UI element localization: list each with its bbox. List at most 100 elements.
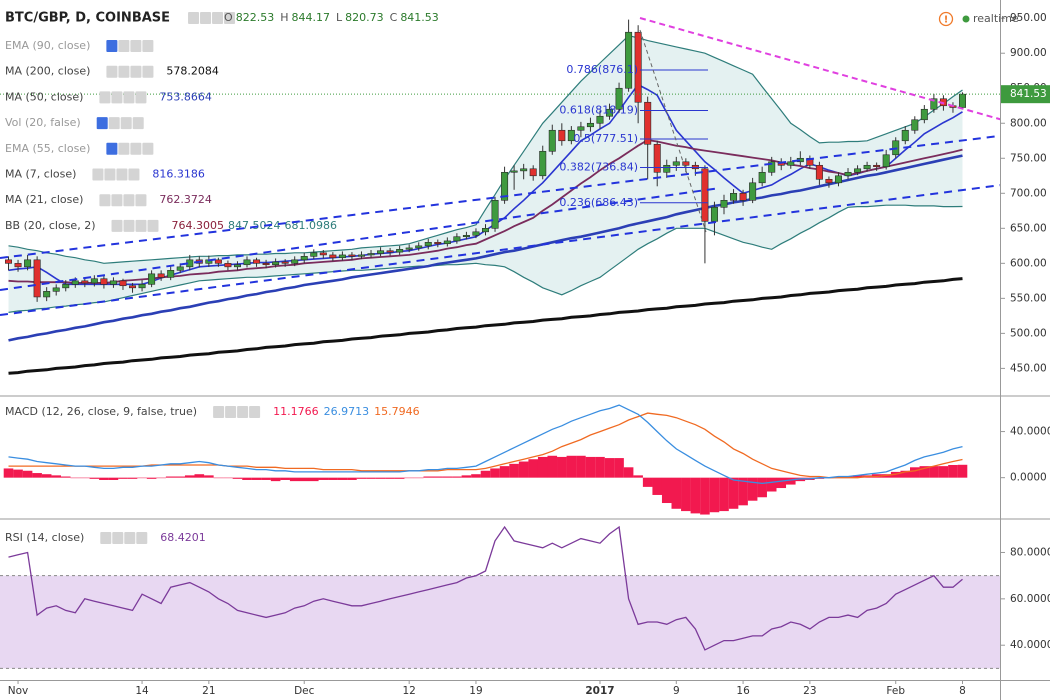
symbol: BTC/GBP, D, COINBASE [5,11,170,26]
macd-histogram-bar [261,477,271,480]
macd-pane [3,404,968,515]
macd-histogram-bar [280,477,290,480]
macd-histogram-bar [948,464,958,478]
candle-body [281,261,289,264]
legend-button[interactable] [112,532,124,544]
legend-button[interactable] [99,91,111,104]
legend-button[interactable] [142,142,154,155]
macd-histogram-bar [452,476,462,478]
candle-body [873,164,881,167]
x-tick-label: 19 [469,685,482,697]
rsi-pane [0,525,1000,669]
legend-button[interactable] [100,532,112,544]
legend-button[interactable] [96,117,108,130]
candle-body [253,259,261,264]
ohlc-label: C [390,11,398,24]
legend-button[interactable] [200,12,212,24]
macd-histogram-bar [719,477,729,512]
macd-histogram-bar [137,477,147,479]
candle-body [24,259,32,268]
macd-histogram-bar [385,477,395,479]
macd-histogram-bar [347,477,357,480]
macd-histogram-bar [41,474,52,478]
indicator-name: MA (7, close) [5,168,76,181]
candle-body [844,171,852,177]
legend-button[interactable] [249,406,261,418]
legend-button[interactable] [147,219,159,232]
macd-histogram-bar [204,475,214,478]
ohlc-value: 841.53 [400,11,439,24]
candle-body [930,98,938,110]
candle-body [672,161,680,166]
y-tick-label: 0.0000 [1010,472,1047,484]
candle-body [901,129,909,142]
legend-button[interactable] [106,65,118,78]
legend-button[interactable] [212,12,224,24]
legend-button[interactable] [225,406,237,418]
trendline [0,184,1000,316]
legend-button[interactable] [108,117,120,130]
x-tick-label: 14 [135,685,149,697]
candle-body [453,236,461,242]
legend-button[interactable] [142,65,154,78]
legend-button[interactable] [142,40,154,52]
legend-button[interactable] [136,532,148,544]
trendline [639,17,1000,121]
legend-button[interactable] [92,168,104,181]
candle-body [300,256,308,261]
trendline [0,187,721,291]
macd-histogram-bar [433,476,443,478]
legend-button[interactable] [106,40,118,52]
rsi-legend: RSI (14, close) 68.4201 [5,531,206,544]
candle-body [367,253,375,256]
legend-button[interactable] [99,194,111,207]
y-tick-label: 900.00 [1010,47,1047,59]
macd-histogram-bar [366,477,376,479]
legend-button[interactable] [106,142,118,155]
legend-button[interactable] [123,194,135,207]
legend-button[interactable] [135,91,147,104]
macd-histogram-bar [165,476,176,478]
legend-button[interactable] [111,91,123,104]
legend-button[interactable] [135,194,147,207]
macd-histogram-bar [442,476,453,478]
macd-histogram-bar [156,477,166,479]
candle-body [682,161,690,166]
legend-button[interactable] [130,65,142,78]
legend-button[interactable] [123,219,135,232]
macd-histogram-bar [318,477,329,480]
legend-button[interactable] [104,168,116,181]
legend-button[interactable] [118,65,130,78]
macd-histogram-bar [652,477,663,495]
legend-button[interactable] [111,194,123,207]
candle-body [577,126,585,131]
legend-button[interactable] [124,532,136,544]
alert-icon[interactable] [938,11,954,27]
legend-button[interactable] [111,219,123,232]
legend-button[interactable] [132,117,144,130]
legend-button[interactable] [118,142,130,155]
macd-histogram-bar [413,477,424,479]
macd-histogram-bar [80,477,90,479]
legend-button[interactable] [188,12,200,24]
legend-button[interactable] [123,91,135,104]
legend-button[interactable] [224,12,236,24]
legend-button[interactable] [135,219,147,232]
candle-body [863,164,871,170]
legend-button[interactable] [130,40,142,52]
indicator-name: BB (20, close, 2) [5,219,96,232]
legend-button[interactable] [237,406,249,418]
legend-button[interactable] [120,117,132,130]
macd-histogram-bar [60,476,71,478]
legend-button[interactable] [130,142,142,155]
legend-button[interactable] [116,168,128,181]
legend-button[interactable] [128,168,140,181]
legend-button[interactable] [213,406,225,418]
ma-line [8,277,963,375]
fib-trend [639,29,707,233]
x-tick-label: 16 [736,685,750,697]
candle-body [634,31,642,103]
legend-button[interactable] [118,40,130,52]
y-tick-label: 500.00 [1010,327,1047,339]
